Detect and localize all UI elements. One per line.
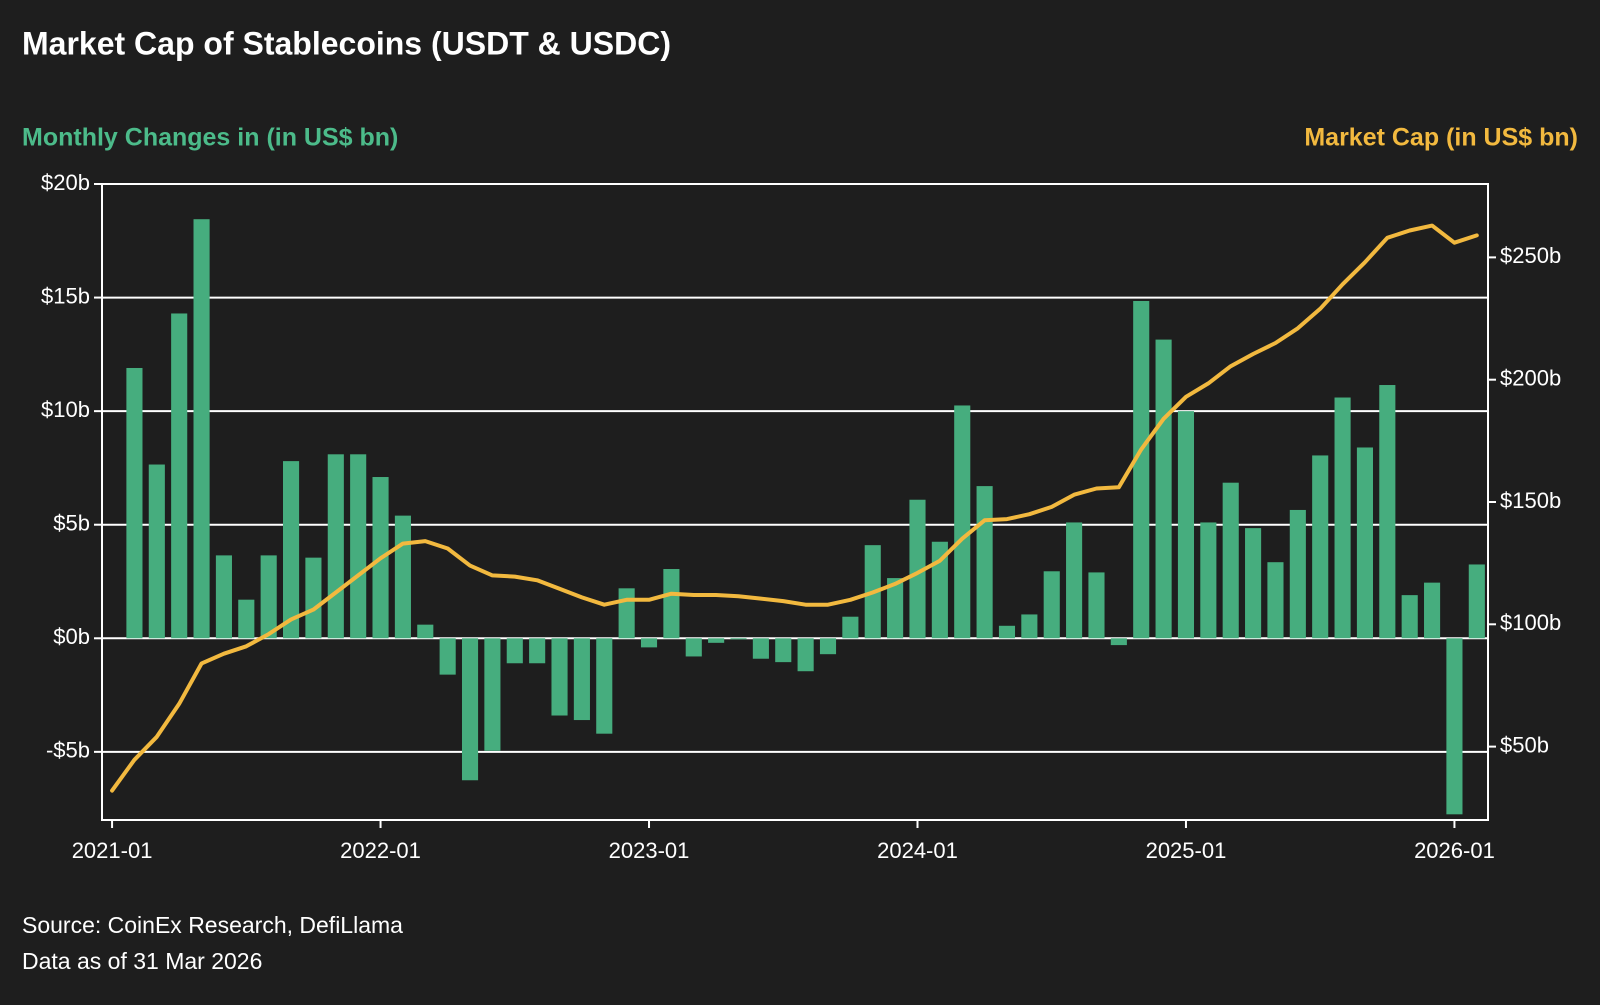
y-tick-label: $10b (41, 397, 90, 422)
bar (171, 313, 188, 639)
y-tick-label: $15b (41, 283, 90, 308)
bar (238, 599, 255, 639)
bar (1334, 397, 1351, 639)
bar (551, 638, 568, 716)
bar (1312, 455, 1329, 639)
bar (573, 638, 590, 721)
bar (394, 515, 411, 639)
bar (1177, 411, 1195, 639)
x-tick-label: 2026-01 (1414, 838, 1495, 863)
bar (1110, 638, 1127, 646)
bar (976, 486, 993, 639)
bar (461, 638, 479, 781)
bar (909, 499, 926, 639)
bar (1446, 638, 1463, 815)
y-tick-label: $5b (53, 511, 90, 536)
bar (1066, 522, 1083, 639)
market-cap-line (110, 223, 1479, 793)
y-tick-label: $20b (41, 170, 90, 195)
x-tick-label: 2022-01 (340, 838, 421, 863)
bar (1088, 572, 1105, 639)
bar (1043, 571, 1060, 639)
x-tick-label: 2025-01 (1146, 838, 1227, 863)
bar (506, 638, 523, 664)
bar (1267, 562, 1284, 639)
y-axis-label: Monthly Changes in (in US$ bn) (22, 124, 398, 152)
y2-axis-label: Market Cap (in US$ bn) (1304, 124, 1578, 152)
bar (1356, 447, 1374, 639)
y-tick-label: -$5b (46, 738, 90, 763)
bar (640, 638, 658, 648)
bar (193, 219, 210, 639)
chart-title: Market Cap of Stablecoins (USDT & USDC) (22, 25, 671, 61)
bar (439, 638, 456, 675)
x-tick-label: 2021-01 (72, 838, 153, 863)
bar (305, 557, 322, 639)
bar (685, 638, 702, 657)
bar (148, 464, 165, 639)
bar (842, 616, 859, 639)
bar (998, 625, 1016, 639)
bar (596, 638, 613, 734)
bar (931, 541, 948, 639)
bar (529, 638, 546, 664)
bar (215, 555, 232, 639)
bar (1245, 528, 1262, 639)
bar (708, 638, 725, 643)
bar (618, 588, 635, 639)
bar (1289, 509, 1306, 639)
bar (1379, 385, 1396, 639)
data-date-note: Data as of 31 Mar 2026 (22, 948, 262, 974)
y2-tick-label: $150b (1500, 488, 1561, 513)
bar (1200, 522, 1217, 639)
bar (752, 638, 769, 659)
bar (819, 638, 837, 655)
y-tick-label: $0b (53, 624, 90, 649)
bar (954, 405, 971, 639)
bar (887, 578, 904, 639)
y2-tick-label: $250b (1500, 243, 1561, 268)
y2-tick-label: $200b (1500, 366, 1561, 391)
bar (126, 367, 143, 639)
x-tick-label: 2023-01 (609, 838, 690, 863)
bar (1468, 564, 1485, 639)
bar (350, 454, 367, 639)
plot-frame (101, 183, 1489, 821)
bar (797, 638, 814, 672)
bar (663, 569, 680, 639)
bar (282, 461, 300, 639)
x-tick-label: 2024-01 (877, 838, 958, 863)
bar (730, 638, 747, 640)
bar (1424, 582, 1441, 639)
bar (775, 638, 792, 663)
bar (1222, 482, 1239, 639)
source-note: Source: CoinEx Research, DefiLlama (22, 912, 403, 938)
bar (327, 454, 344, 639)
bar (484, 638, 501, 751)
y2-tick-label: $50b (1500, 732, 1549, 757)
bar (1155, 339, 1172, 639)
bar (1021, 614, 1038, 639)
bar (417, 624, 434, 639)
bar (260, 555, 277, 639)
bar (1401, 595, 1418, 639)
bar (1133, 300, 1150, 639)
y2-tick-label: $100b (1500, 610, 1561, 635)
